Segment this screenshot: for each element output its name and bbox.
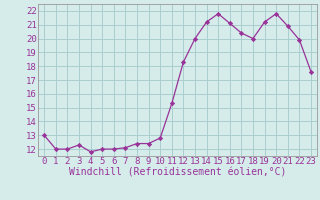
X-axis label: Windchill (Refroidissement éolien,°C): Windchill (Refroidissement éolien,°C) (69, 168, 286, 178)
